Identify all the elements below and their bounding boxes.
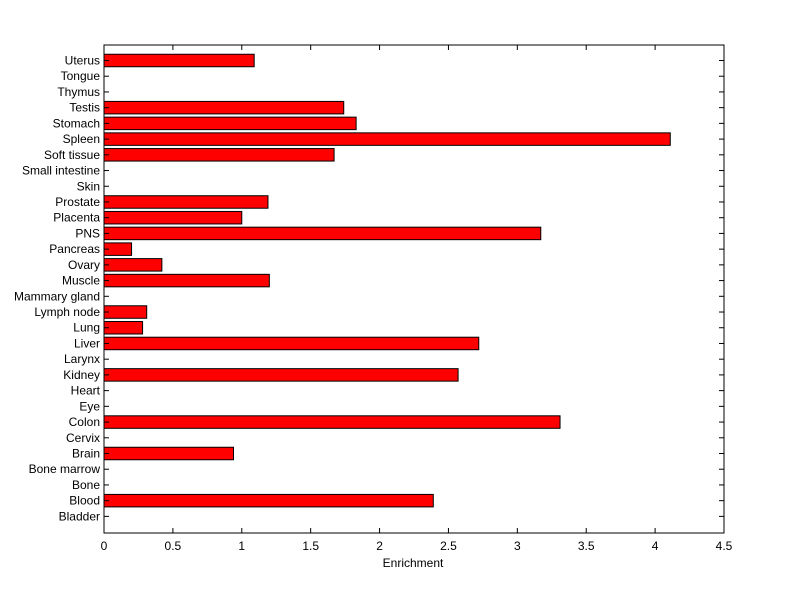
bar	[103, 53, 255, 68]
y-tick-label: Kidney	[63, 368, 100, 382]
y-tick-label: Cervix	[66, 431, 100, 445]
y-tick-label: Liver	[74, 336, 100, 350]
y-tick-label: Pancreas	[49, 242, 100, 256]
y-tick-label: Heart	[71, 384, 101, 398]
y-tick-label: Mammary gland	[14, 289, 100, 303]
y-tick-label: Bladder	[59, 509, 100, 523]
x-tick-label: 1	[238, 539, 245, 553]
y-tick-label: Tongue	[61, 69, 101, 83]
x-axis-label: Enrichment	[383, 556, 444, 570]
y-tick-label: Prostate	[55, 195, 100, 209]
plot-frame	[103, 44, 725, 534]
x-tick-label: 2.5	[440, 539, 457, 553]
y-tick-label: Blood	[69, 494, 100, 508]
y-tick-label: Small intestine	[22, 164, 100, 178]
y-tick-label: Lung	[73, 321, 100, 335]
ticks-layer	[103, 45, 725, 533]
bar	[103, 273, 270, 288]
x-tick-label: 3.5	[578, 539, 595, 553]
x-tick-label: 0.5	[165, 539, 182, 553]
y-tick-label: Bone marrow	[29, 462, 101, 476]
x-tick-label: 4	[652, 539, 659, 553]
y-tick-label: Eye	[79, 399, 100, 413]
bar	[103, 195, 269, 209]
x-tick-label: 2	[376, 539, 383, 553]
y-tick-label: PNS	[75, 226, 100, 240]
bar	[103, 116, 357, 131]
y-tick-label: Placenta	[53, 211, 100, 225]
y-tick-label: Soft tissue	[44, 148, 100, 162]
y-tick-label: Lymph node	[34, 305, 100, 319]
bar	[103, 493, 434, 508]
bar	[103, 415, 561, 429]
bar	[103, 305, 148, 319]
x-tick-label: 1.5	[302, 539, 319, 553]
bar	[103, 148, 335, 162]
y-tick-label: Stomach	[53, 116, 100, 130]
x-tick-labels: 0 0.5 1 1.5 2 2.5 3 3.5 4 4.5	[101, 539, 733, 553]
x-tick-label: 4.5	[716, 539, 733, 553]
y-tick-label: Testis	[69, 101, 100, 115]
y-tick-label: Larynx	[64, 352, 100, 366]
bar	[103, 226, 542, 241]
y-tick-label: Ovary	[68, 258, 100, 272]
y-tick-label: Spleen	[63, 132, 100, 146]
bar	[103, 336, 480, 351]
y-tick-label: Muscle	[62, 274, 100, 288]
y-tick-label: Brain	[72, 447, 100, 461]
y-tick-label: Bone	[72, 478, 100, 492]
y-tick-label: Colon	[69, 415, 100, 429]
bar	[103, 258, 163, 272]
y-tick-label: Thymus	[57, 85, 100, 99]
bar	[103, 368, 459, 382]
x-tick-label: 0	[101, 539, 108, 553]
y-tick-label: Skin	[77, 179, 100, 193]
bar	[103, 320, 144, 335]
bar	[103, 100, 345, 115]
bar	[103, 210, 243, 225]
bar	[103, 132, 671, 146]
x-tick-label: 3	[514, 539, 521, 553]
bar	[103, 446, 235, 461]
y-tick-label: Uterus	[65, 54, 100, 68]
